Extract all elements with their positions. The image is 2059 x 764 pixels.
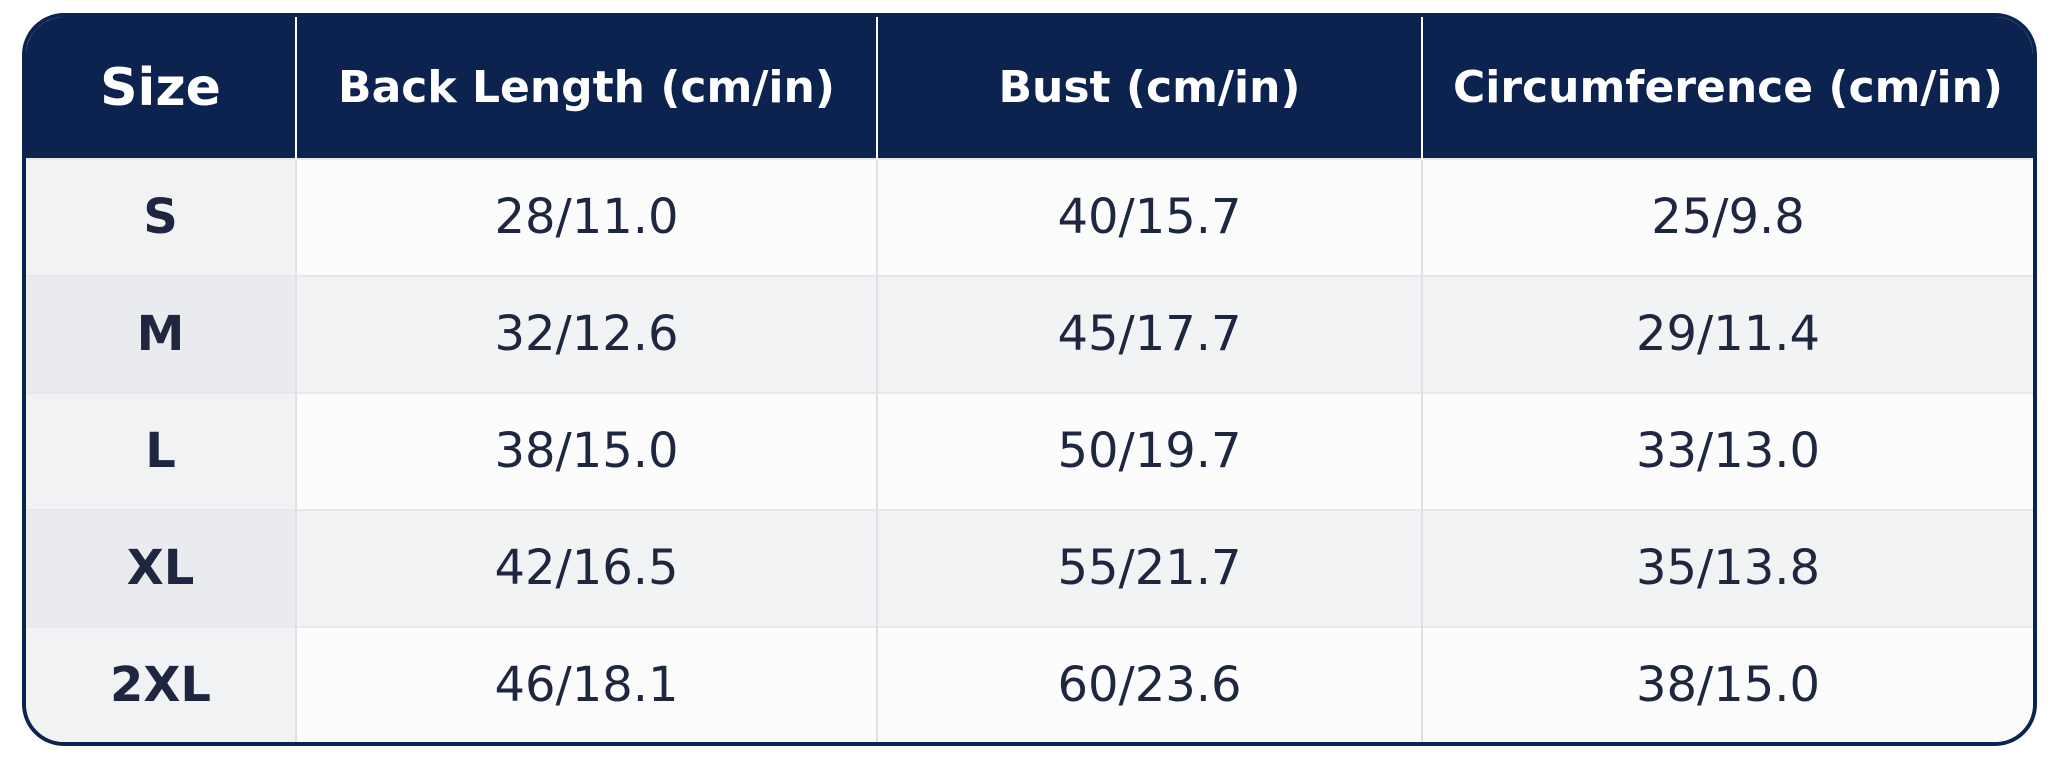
header-cell: Circumference (cm/in) xyxy=(1421,17,2033,159)
measure-cell: 35/13.8 xyxy=(1421,508,2033,627)
size-cell: XL xyxy=(26,508,296,627)
header-row: Size Back Length (cm/in) Bust (cm/in) Circu… xyxy=(26,17,2033,159)
measure-cell: 38/15.0 xyxy=(1421,625,2033,742)
table-row: 2XL 46/18.1 60/23.6 38/15.0 xyxy=(26,625,2033,742)
header-cell: Back Length (cm/in) xyxy=(295,17,877,159)
header-cell: Size xyxy=(26,17,296,159)
table-row: M 32/12.6 45/17.7 29/11.4 xyxy=(26,274,2033,393)
table-row: L 38/15.0 50/19.7 33/13.0 xyxy=(26,391,2033,510)
header-cell: Bust (cm/in) xyxy=(876,17,1422,159)
table-row: XL 42/16.5 55/21.7 35/13.8 xyxy=(26,508,2033,627)
measure-cell: 32/12.6 xyxy=(295,274,877,393)
size-cell: M xyxy=(26,274,296,393)
size-table: Size Back Length (cm/in) Bust (cm/in) Circu… xyxy=(26,17,2033,742)
size-cell: L xyxy=(26,391,296,510)
table-row: S 28/11.0 40/15.7 25/9.8 xyxy=(26,158,2033,276)
measure-cell: 50/19.7 xyxy=(876,391,1422,510)
measure-cell: 45/17.7 xyxy=(876,274,1422,393)
measure-cell: 25/9.8 xyxy=(1421,158,2033,276)
size-cell: S xyxy=(26,158,296,276)
table-body: S 28/11.0 40/15.7 25/9.8 M 32/12.6 45/17.7 29/1… xyxy=(26,158,2033,742)
measure-cell: 33/13.0 xyxy=(1421,391,2033,510)
measure-cell: 38/15.0 xyxy=(295,391,877,510)
measure-cell: 28/11.0 xyxy=(295,158,877,276)
measure-cell: 29/11.4 xyxy=(1421,274,2033,393)
size-table-card: Size Back Length (cm/in) Bust (cm/in) Circu… xyxy=(22,13,2037,746)
measure-cell: 55/21.7 xyxy=(876,508,1422,627)
measure-cell: 40/15.7 xyxy=(876,158,1422,276)
measure-cell: 60/23.6 xyxy=(876,625,1422,742)
measure-cell: 46/18.1 xyxy=(295,625,877,742)
measure-cell: 42/16.5 xyxy=(295,508,877,627)
size-cell: 2XL xyxy=(26,625,296,742)
